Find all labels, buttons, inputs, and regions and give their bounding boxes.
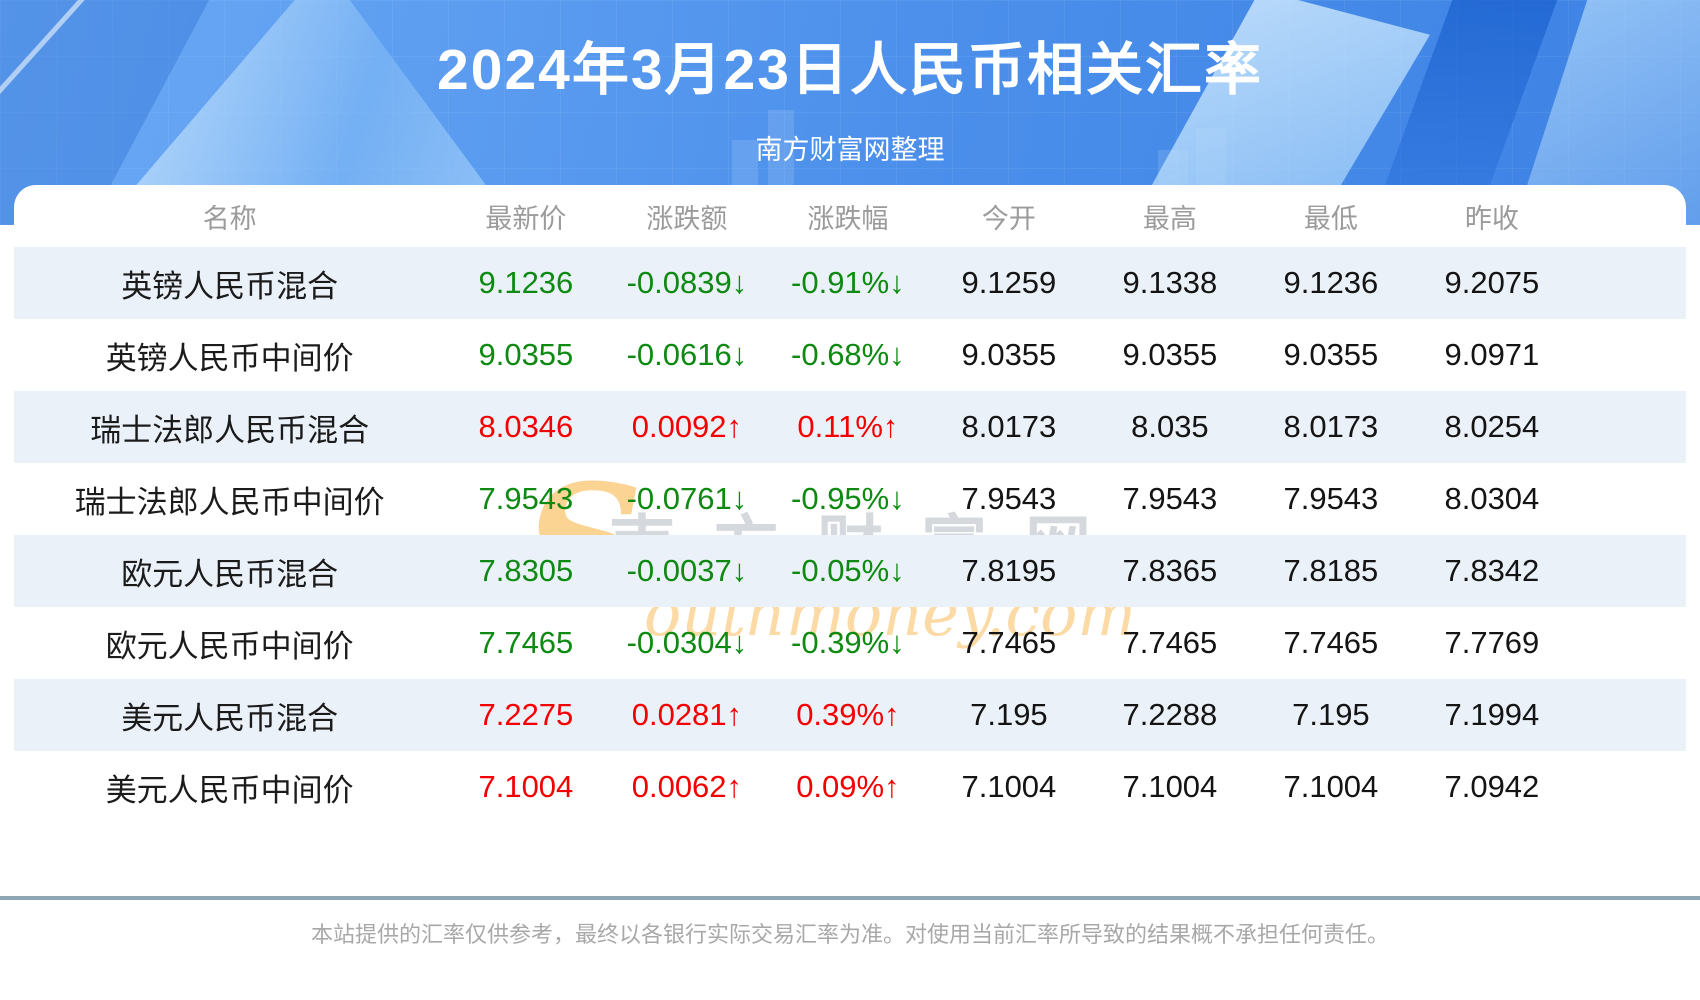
cell-spacer bbox=[1572, 391, 1686, 463]
cell-latest: 7.7465 bbox=[478, 625, 574, 660]
cell-change: -0.0839↓ bbox=[626, 265, 748, 300]
page-title: 2024年3月23日人民币相关汇率 bbox=[437, 38, 1263, 102]
cell-high: 7.7465 bbox=[1122, 625, 1218, 660]
col-header-name: 名称 bbox=[202, 203, 257, 234]
page-subtitle: 南方财富网整理 bbox=[755, 135, 945, 165]
cell-low: 7.7465 bbox=[1283, 625, 1379, 660]
col-header-pct: 涨跌幅 bbox=[807, 203, 889, 234]
cell-prev-close: 8.0254 bbox=[1444, 409, 1540, 444]
table-header-row: 名称 最新价 涨跌额 涨跌幅 今开 最高 最低 昨收 bbox=[14, 185, 1686, 247]
cell-high: 9.0355 bbox=[1122, 337, 1218, 372]
cell-prev-close: 7.8342 bbox=[1444, 553, 1540, 588]
cell-low: 7.195 bbox=[1292, 697, 1370, 732]
cell-latest: 9.1236 bbox=[478, 265, 574, 300]
cell-open: 7.195 bbox=[970, 697, 1048, 732]
cell-low: 7.1004 bbox=[1283, 769, 1379, 804]
cell-pct: 0.39%↑ bbox=[796, 697, 900, 732]
disclaimer-text: 本站提供的汇率仅供参考，最终以各银行实际交易汇率为准。对使用当前汇率所导致的结果… bbox=[310, 922, 1389, 947]
cell-high: 9.1338 bbox=[1122, 265, 1218, 300]
cell-open: 9.0355 bbox=[961, 337, 1057, 372]
cell-high: 7.2288 bbox=[1122, 697, 1218, 732]
cell-open: 8.0173 bbox=[961, 409, 1057, 444]
cell-change: 0.0281↑ bbox=[631, 697, 743, 732]
table-row: 欧元人民币混合 7.8305 -0.0037↓ -0.05%↓ 7.8195 7… bbox=[14, 535, 1686, 607]
cell-prev-close: 7.0942 bbox=[1444, 769, 1540, 804]
cell-open: 7.7465 bbox=[961, 625, 1057, 660]
col-header-latest: 最新价 bbox=[485, 203, 567, 234]
cell-change: -0.0037↓ bbox=[626, 553, 748, 588]
cell-prev-close: 9.2075 bbox=[1444, 265, 1540, 300]
cell-open: 7.1004 bbox=[961, 769, 1057, 804]
cell-spacer bbox=[1572, 751, 1686, 823]
cell-change: -0.0616↓ bbox=[626, 337, 748, 372]
cell-high: 8.035 bbox=[1131, 409, 1209, 444]
col-header-spacer bbox=[1572, 185, 1686, 247]
cell-spacer bbox=[1572, 607, 1686, 679]
table-row: 美元人民币混合 7.2275 0.0281↑ 0.39%↑ 7.195 7.22… bbox=[14, 679, 1686, 751]
table-row: 瑞士法郎人民币中间价 7.9543 -0.0761↓ -0.95%↓ 7.954… bbox=[14, 463, 1686, 535]
cell-prev-close: 9.0971 bbox=[1444, 337, 1540, 372]
cell-change: 0.0062↑ bbox=[631, 769, 743, 804]
col-header-prev-close: 昨收 bbox=[1464, 203, 1519, 234]
table-row: 英镑人民币混合 9.1236 -0.0839↓ -0.91%↓ 9.1259 9… bbox=[14, 247, 1686, 319]
cell-pct: -0.95%↓ bbox=[791, 481, 905, 516]
table-row: 美元人民币中间价 7.1004 0.0062↑ 0.09%↑ 7.1004 7.… bbox=[14, 751, 1686, 823]
cell-spacer bbox=[1572, 535, 1686, 607]
cell-name: 美元人民币中间价 bbox=[105, 772, 354, 808]
cell-latest: 9.0355 bbox=[478, 337, 574, 372]
cell-name: 欧元人民币中间价 bbox=[105, 628, 354, 664]
cell-change: 0.0092↑ bbox=[631, 409, 743, 444]
cell-low: 7.8185 bbox=[1283, 553, 1379, 588]
cell-pct: -0.91%↓ bbox=[791, 265, 905, 300]
col-header-open: 今开 bbox=[981, 203, 1036, 234]
cell-low: 9.0355 bbox=[1283, 337, 1379, 372]
cell-open: 7.8195 bbox=[961, 553, 1057, 588]
table-row: 欧元人民币中间价 7.7465 -0.0304↓ -0.39%↓ 7.7465 … bbox=[14, 607, 1686, 679]
cell-spacer bbox=[1572, 319, 1686, 391]
cell-pct: -0.68%↓ bbox=[791, 337, 905, 372]
cell-name: 瑞士法郎人民币混合 bbox=[90, 412, 370, 448]
cell-name: 欧元人民币混合 bbox=[121, 556, 339, 592]
cell-open: 9.1259 bbox=[961, 265, 1057, 300]
page-footer: 本站提供的汇率仅供参考，最终以各银行实际交易汇率为准。对使用当前汇率所导致的结果… bbox=[0, 896, 1700, 949]
cell-pct: -0.05%↓ bbox=[791, 553, 905, 588]
col-header-high: 最高 bbox=[1142, 203, 1197, 234]
cell-prev-close: 7.7769 bbox=[1444, 625, 1540, 660]
cell-pct: 0.09%↑ bbox=[796, 769, 900, 804]
cell-name: 英镑人民币混合 bbox=[121, 268, 339, 304]
cell-name: 英镑人民币中间价 bbox=[105, 340, 354, 376]
cell-low: 9.1236 bbox=[1283, 265, 1379, 300]
cell-name: 美元人民币混合 bbox=[121, 700, 339, 736]
col-header-change: 涨跌额 bbox=[646, 203, 728, 234]
cell-open: 7.9543 bbox=[961, 481, 1057, 516]
cell-latest: 7.9543 bbox=[478, 481, 574, 516]
cell-pct: 0.11%↑ bbox=[797, 409, 899, 444]
cell-prev-close: 8.0304 bbox=[1444, 481, 1540, 516]
cell-spacer bbox=[1572, 679, 1686, 751]
cell-latest: 7.2275 bbox=[478, 697, 574, 732]
cell-high: 7.8365 bbox=[1122, 553, 1218, 588]
cell-latest: 7.8305 bbox=[478, 553, 574, 588]
cell-high: 7.1004 bbox=[1122, 769, 1218, 804]
card-bottom-spacer bbox=[14, 823, 1686, 896]
cell-latest: 7.1004 bbox=[478, 769, 574, 804]
table-row: 英镑人民币中间价 9.0355 -0.0616↓ -0.68%↓ 9.0355 … bbox=[14, 319, 1686, 391]
cell-low: 7.9543 bbox=[1283, 481, 1379, 516]
cell-spacer bbox=[1572, 463, 1686, 535]
cell-change: -0.0304↓ bbox=[626, 625, 748, 660]
rates-table: 名称 最新价 涨跌额 涨跌幅 今开 最高 最低 昨收 英镑人民币混合 9.123… bbox=[14, 185, 1686, 823]
cell-name: 瑞士法郎人民币中间价 bbox=[74, 484, 385, 520]
cell-change: -0.0761↓ bbox=[626, 481, 748, 516]
cell-latest: 8.0346 bbox=[478, 409, 574, 444]
page: 2024年3月23日人民币相关汇率 南方财富网整理 S 南方财富网 outhmo… bbox=[0, 0, 1700, 949]
col-header-low: 最低 bbox=[1303, 203, 1358, 234]
cell-spacer bbox=[1572, 247, 1686, 319]
footer-divider bbox=[0, 896, 1700, 900]
cell-high: 7.9543 bbox=[1122, 481, 1218, 516]
table-row: 瑞士法郎人民币混合 8.0346 0.0092↑ 0.11%↑ 8.0173 8… bbox=[14, 391, 1686, 463]
cell-prev-close: 7.1994 bbox=[1444, 697, 1540, 732]
cell-low: 8.0173 bbox=[1283, 409, 1379, 444]
cell-pct: -0.39%↓ bbox=[791, 625, 905, 660]
rates-card: S 南方财富网 outhmoney.com 名称 最新价 涨跌额 涨跌幅 今开 … bbox=[14, 185, 1686, 896]
